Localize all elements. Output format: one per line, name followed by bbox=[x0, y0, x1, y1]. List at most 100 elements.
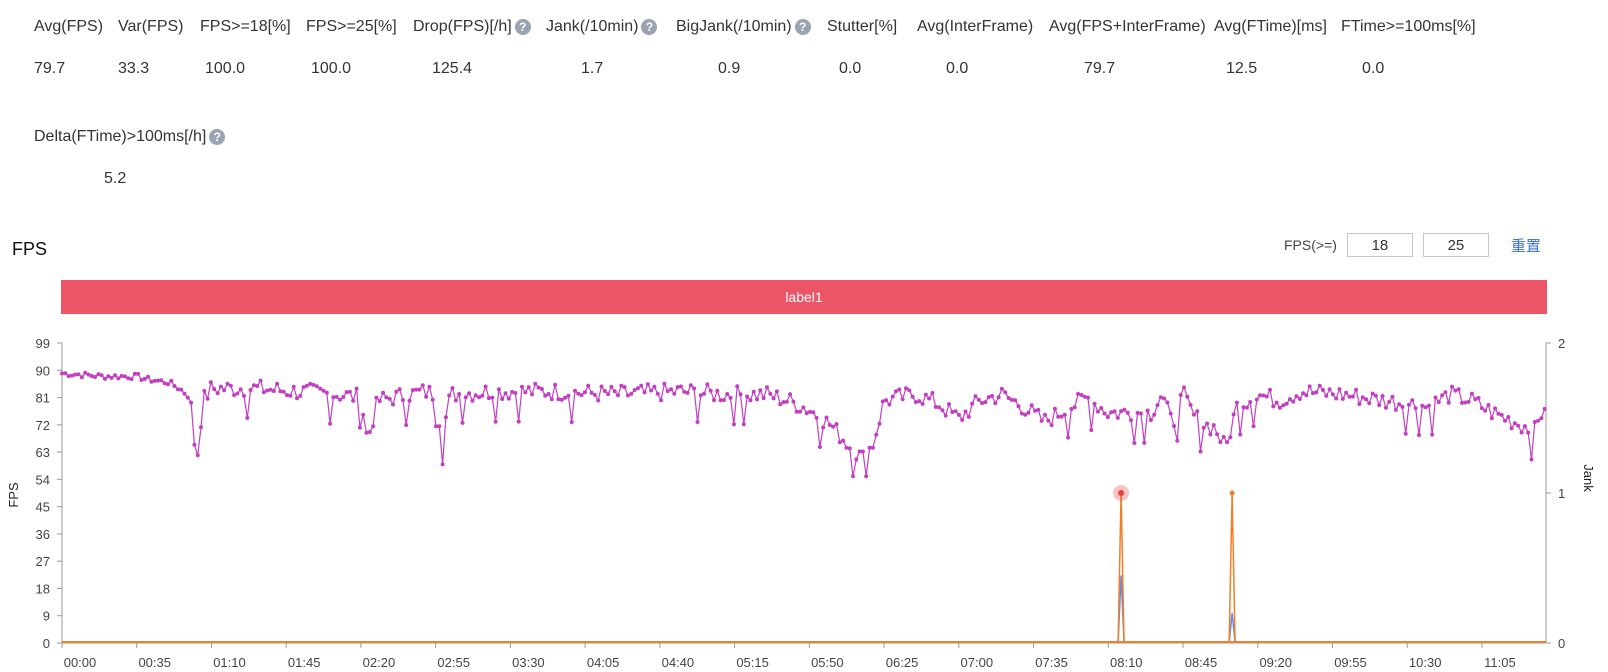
fps-point bbox=[175, 387, 180, 392]
fps-point bbox=[1314, 390, 1319, 395]
fps-point bbox=[1221, 434, 1226, 439]
fps-point bbox=[417, 387, 422, 392]
fps-point bbox=[612, 389, 617, 394]
fps-point bbox=[731, 422, 736, 427]
y-tick-label-left: 0 bbox=[43, 636, 50, 651]
fps-point bbox=[513, 391, 518, 395]
metric-label: FPS>=25[%] bbox=[306, 18, 397, 36]
x-tick-label: 10:30 bbox=[1409, 655, 1442, 670]
fps-point bbox=[761, 396, 766, 401]
fps-point bbox=[1019, 411, 1024, 416]
fps-chart: 0 9 18 27 36 45 54 63 72 81 90 99 0 1 2 FPS Jank 00:00 00:… bbox=[6, 336, 1596, 670]
fps-point bbox=[86, 372, 91, 377]
fps-point bbox=[1387, 399, 1392, 404]
fps-point bbox=[847, 446, 852, 451]
fps-point bbox=[1155, 403, 1160, 408]
fps-point bbox=[721, 398, 726, 402]
fps-point bbox=[324, 390, 329, 395]
metric-label: Avg(FPS+InterFrame) bbox=[1049, 18, 1206, 36]
fps-point bbox=[308, 381, 313, 386]
fps-point bbox=[665, 389, 670, 394]
fps-threshold-input-2[interactable] bbox=[1422, 233, 1489, 257]
y-tick-label-left: 18 bbox=[36, 581, 50, 596]
fps-point bbox=[880, 399, 885, 404]
y-tick-label-right: 2 bbox=[1558, 336, 1565, 351]
fps-point bbox=[1463, 400, 1468, 405]
fps-point bbox=[222, 388, 227, 393]
reset-button[interactable]: 重置 bbox=[1510, 237, 1541, 255]
fps-point bbox=[318, 386, 323, 391]
metric-label: FTime>=100ms[%] bbox=[1341, 18, 1476, 36]
fps-point bbox=[199, 425, 203, 430]
fps-point bbox=[857, 449, 862, 454]
fps-point bbox=[1138, 411, 1143, 416]
fps-point bbox=[860, 449, 865, 454]
fps-point bbox=[113, 373, 117, 378]
label-bar[interactable]: label1 bbox=[61, 280, 1547, 314]
help-icon[interactable]: ? bbox=[209, 129, 226, 145]
help-icon[interactable]: ? bbox=[641, 19, 658, 35]
x-tick-label: 08:45 bbox=[1185, 655, 1218, 670]
section-title: FPS bbox=[12, 239, 48, 259]
fps-point bbox=[920, 401, 925, 406]
fps-point bbox=[1307, 384, 1312, 389]
fps-point bbox=[1364, 397, 1368, 402]
fps-point bbox=[943, 413, 948, 418]
fps-point bbox=[1393, 407, 1398, 412]
fps-point bbox=[79, 375, 84, 380]
fps-point bbox=[874, 432, 879, 437]
fps-point bbox=[136, 371, 141, 376]
fps-point bbox=[1059, 414, 1064, 419]
help-icon[interactable]: ? bbox=[794, 19, 811, 35]
fps-point bbox=[688, 383, 693, 388]
fps-point bbox=[831, 424, 836, 429]
fps-point bbox=[242, 393, 246, 398]
fps-point bbox=[500, 397, 505, 401]
fps-point bbox=[1195, 409, 1200, 414]
fps-point bbox=[338, 397, 342, 402]
y-tick-label-left: 54 bbox=[36, 472, 50, 487]
highlight-point bbox=[1118, 490, 1125, 496]
fps-point bbox=[1125, 410, 1130, 415]
fps-point bbox=[437, 424, 442, 429]
fps-point bbox=[258, 378, 263, 383]
fps-point bbox=[685, 390, 690, 395]
fps-point bbox=[503, 391, 508, 396]
fps-point bbox=[841, 438, 846, 443]
y-tick-label-left: 45 bbox=[36, 500, 50, 515]
fps-point bbox=[811, 410, 816, 415]
fps-point bbox=[1466, 399, 1471, 404]
fps-point bbox=[394, 389, 399, 394]
fps-point bbox=[1453, 388, 1458, 393]
fps-point bbox=[480, 393, 485, 398]
fps-point bbox=[963, 409, 968, 414]
fps-point bbox=[248, 388, 253, 392]
fps-point bbox=[619, 383, 624, 388]
fps-point bbox=[1178, 393, 1183, 397]
fps-point bbox=[1367, 401, 1372, 406]
help-icon[interactable]: ? bbox=[514, 19, 531, 35]
y-tick-label-left: 90 bbox=[36, 363, 50, 378]
fps-point bbox=[1350, 394, 1355, 399]
fps-point bbox=[76, 372, 81, 377]
fps-point bbox=[894, 389, 898, 394]
fps-point bbox=[1297, 397, 1302, 401]
fps-point bbox=[192, 442, 197, 447]
fps-point bbox=[1211, 423, 1216, 428]
fps-point bbox=[63, 371, 68, 376]
fps-point bbox=[543, 393, 548, 398]
y-tick-label-left: 36 bbox=[36, 527, 50, 542]
fps-point bbox=[1489, 416, 1494, 421]
fps-point bbox=[453, 398, 458, 403]
fps-point bbox=[1092, 401, 1097, 406]
fps-point bbox=[228, 383, 233, 388]
fps-point bbox=[473, 393, 478, 398]
metric-value: 0.0 bbox=[1362, 60, 1385, 77]
fps-point bbox=[185, 395, 190, 400]
fps-point bbox=[907, 388, 912, 393]
fps-point bbox=[728, 395, 733, 400]
fps-point bbox=[142, 376, 147, 381]
metric-value: 0.9 bbox=[718, 60, 741, 77]
fps-threshold-input-1[interactable] bbox=[1346, 233, 1413, 257]
fps-point bbox=[606, 392, 611, 397]
